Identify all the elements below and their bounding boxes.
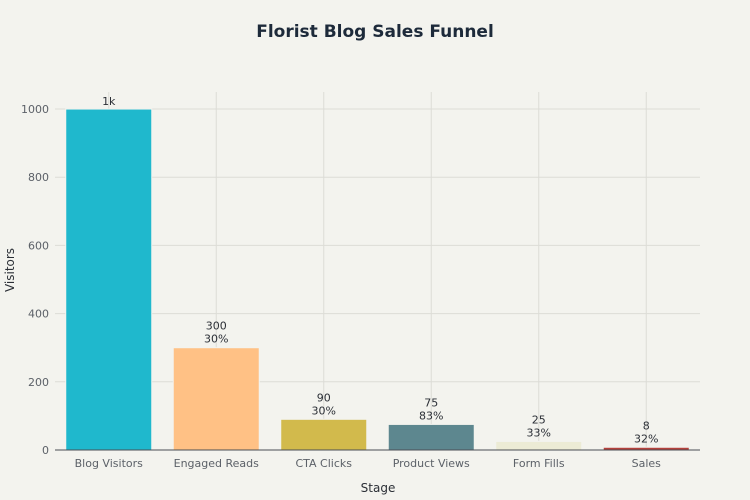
bar-conversion-label: 30% [312, 404, 336, 417]
y-axis-ticks: 0 200 400 600 800 1000 [21, 103, 49, 457]
bar-conversion-label: 33% [527, 426, 551, 439]
y-tick-label: 400 [28, 308, 49, 321]
bar [387, 423, 475, 451]
bar-value-label: 8 [643, 419, 650, 432]
x-tick-label: Product Views [393, 457, 470, 470]
bar-value-label: 75 [424, 396, 438, 409]
bar-value-label: 25 [532, 413, 546, 426]
x-tick-label: CTA Clicks [295, 457, 352, 470]
y-tick-label: 600 [28, 239, 49, 252]
x-tick-label: Blog Visitors [75, 457, 144, 470]
bar [65, 108, 153, 451]
x-tick-label: Form Fills [513, 457, 565, 470]
x-tick-label: Sales [632, 457, 662, 470]
x-tick-label: Engaged Reads [174, 457, 260, 470]
y-tick-label: 200 [28, 376, 49, 389]
bar-conversion-label: 32% [634, 432, 658, 445]
y-tick-label: 1000 [21, 103, 49, 116]
x-axis-ticks: Blog Visitors Engaged Reads CTA Clicks Prod… [75, 457, 662, 470]
bar [280, 418, 368, 451]
bars [65, 108, 690, 451]
bar [172, 347, 260, 451]
bar-conversion-label: 83% [419, 409, 443, 422]
bar-conversion-label: 30% [204, 333, 228, 346]
bar-value-label: 300 [206, 320, 227, 333]
bar [495, 440, 583, 451]
x-axis-title: Stage [361, 481, 396, 495]
chart-title: Florist Blog Sales Funnel [256, 22, 494, 42]
bar-value-label: 1k [102, 95, 116, 108]
bar-value-label: 90 [317, 391, 331, 404]
y-axis-title: Visitors [3, 248, 17, 292]
y-tick-label: 0 [42, 444, 49, 457]
y-tick-label: 800 [28, 171, 49, 184]
